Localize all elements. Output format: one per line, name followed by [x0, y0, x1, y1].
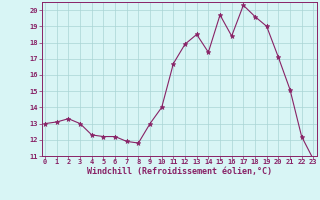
X-axis label: Windchill (Refroidissement éolien,°C): Windchill (Refroidissement éolien,°C) [87, 167, 272, 176]
